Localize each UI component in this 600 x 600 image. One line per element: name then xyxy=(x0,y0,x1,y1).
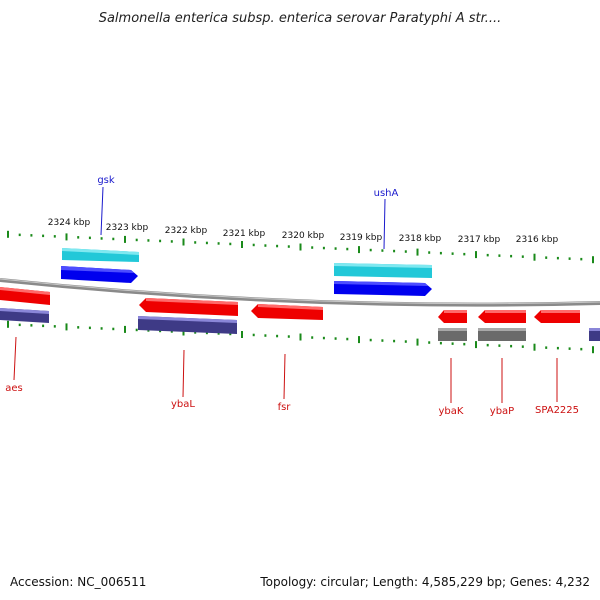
map-title: Salmonella enterica subsp. enterica sero… xyxy=(99,11,502,26)
label-aes[interactable]: aes xyxy=(5,383,23,394)
scale-label: 2321 kbp xyxy=(223,229,266,239)
label-gsk[interactable]: gsk xyxy=(97,175,115,186)
backbone-line xyxy=(0,278,600,307)
gene-gsk[interactable] xyxy=(61,248,139,283)
outer-tick-row xyxy=(7,230,594,264)
genome-summary-text: Topology: circular; Length: 4,585,229 bp… xyxy=(259,575,590,589)
scale-label: 2323 kbp xyxy=(106,223,149,233)
scale-label: 2318 kbp xyxy=(399,234,442,244)
gene-fsr[interactable] xyxy=(251,304,323,320)
gene-SPA2225[interactable] xyxy=(534,310,580,323)
scale-labels: 2324 kbp 2323 kbp 2322 kbp 2321 kbp 2320… xyxy=(48,218,559,245)
gene-ushA[interactable] xyxy=(334,263,432,296)
gene-ybaP[interactable] xyxy=(478,310,526,341)
label-ushA[interactable]: ushA xyxy=(374,188,399,199)
scale-label: 2316 kbp xyxy=(516,235,559,245)
feature-labels: gsk ushA aes ybaL fsr ybaK ybaP SPA2225 xyxy=(5,175,579,417)
gene-aes[interactable] xyxy=(0,287,50,323)
accession-text: Accession: NC_006511 xyxy=(10,575,146,589)
scale-label: 2324 kbp xyxy=(48,218,91,228)
gene-ybaL[interactable] xyxy=(138,298,238,334)
label-fsr[interactable]: fsr xyxy=(278,402,292,413)
scale-label: 2320 kbp xyxy=(282,231,325,241)
scale-label: 2322 kbp xyxy=(165,226,208,236)
scale-label: 2317 kbp xyxy=(458,235,501,245)
scale-label: 2319 kbp xyxy=(340,233,383,243)
label-ybaP[interactable]: ybaP xyxy=(490,406,514,417)
label-ybaK[interactable]: ybaK xyxy=(439,406,464,417)
label-ybaL[interactable]: ybaL xyxy=(171,399,195,410)
forward-features xyxy=(61,248,432,296)
reverse-features xyxy=(0,287,600,341)
gene-partial-right xyxy=(589,328,600,341)
gene-ybaK[interactable] xyxy=(438,310,467,341)
label-SPA2225[interactable]: SPA2225 xyxy=(535,405,579,416)
